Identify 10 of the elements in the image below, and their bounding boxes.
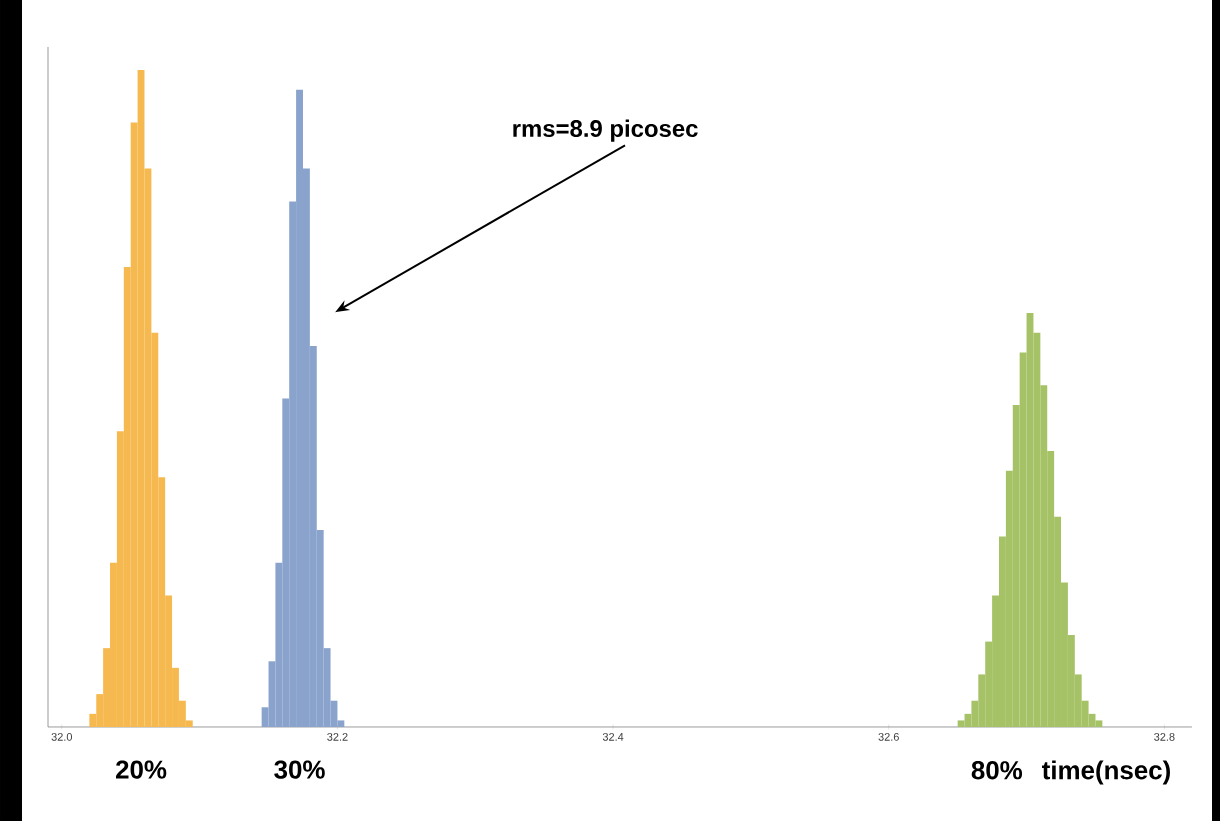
x-tick-label: 32.2 xyxy=(327,733,348,741)
x-tick-label: 32.8 xyxy=(1154,733,1175,741)
x-tick-label: 32.6 xyxy=(878,733,899,741)
annotation: rms=8.9 picosec xyxy=(513,119,698,142)
series-label: 20% xyxy=(116,760,167,779)
x-tick-label: 32.0 xyxy=(51,733,73,741)
x-axis-title: time(nsec) xyxy=(1042,760,1170,785)
series-label: 80% xyxy=(971,761,1023,780)
x-tick-label: 32.4 xyxy=(602,733,624,741)
series-label: 30% xyxy=(274,760,325,779)
